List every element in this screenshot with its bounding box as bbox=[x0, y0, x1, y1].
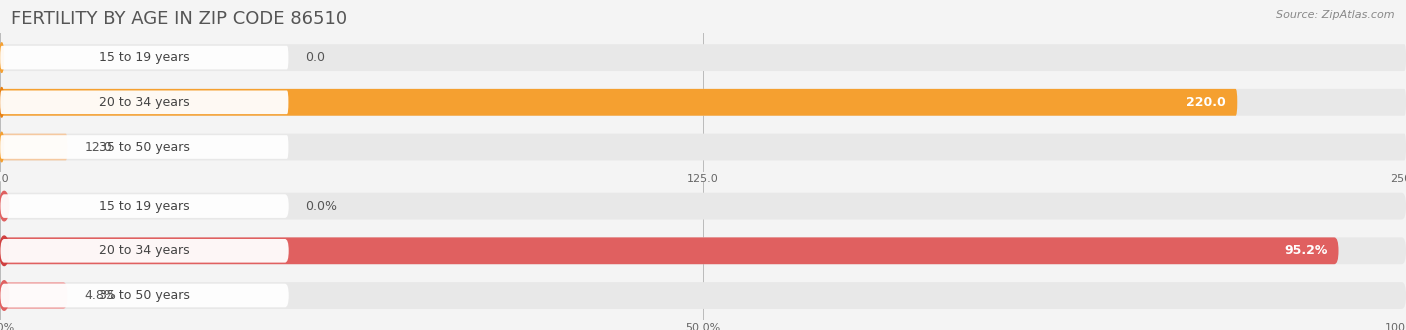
Text: Source: ZipAtlas.com: Source: ZipAtlas.com bbox=[1277, 10, 1395, 20]
FancyBboxPatch shape bbox=[0, 237, 1339, 264]
Text: 95.2%: 95.2% bbox=[1284, 244, 1327, 257]
Text: 20 to 34 years: 20 to 34 years bbox=[98, 96, 190, 109]
Text: 20 to 34 years: 20 to 34 years bbox=[100, 244, 190, 257]
Circle shape bbox=[0, 236, 8, 266]
FancyBboxPatch shape bbox=[0, 46, 288, 69]
Text: 0.0%: 0.0% bbox=[305, 200, 337, 213]
Text: 4.8%: 4.8% bbox=[84, 289, 117, 302]
FancyBboxPatch shape bbox=[0, 282, 1406, 309]
FancyBboxPatch shape bbox=[0, 282, 67, 309]
Circle shape bbox=[0, 191, 8, 221]
FancyBboxPatch shape bbox=[0, 239, 288, 263]
Circle shape bbox=[0, 132, 4, 162]
FancyBboxPatch shape bbox=[0, 44, 1406, 71]
Text: 15 to 19 years: 15 to 19 years bbox=[100, 200, 190, 213]
Text: FERTILITY BY AGE IN ZIP CODE 86510: FERTILITY BY AGE IN ZIP CODE 86510 bbox=[11, 10, 347, 28]
FancyBboxPatch shape bbox=[0, 237, 1406, 264]
Circle shape bbox=[0, 43, 4, 72]
FancyBboxPatch shape bbox=[0, 134, 1406, 160]
Text: 15 to 19 years: 15 to 19 years bbox=[98, 51, 190, 64]
FancyBboxPatch shape bbox=[0, 134, 67, 160]
FancyBboxPatch shape bbox=[0, 89, 1406, 116]
FancyBboxPatch shape bbox=[0, 193, 1406, 219]
FancyBboxPatch shape bbox=[0, 90, 288, 114]
Text: 35 to 50 years: 35 to 50 years bbox=[100, 289, 190, 302]
Circle shape bbox=[0, 281, 8, 310]
FancyBboxPatch shape bbox=[0, 284, 288, 307]
FancyBboxPatch shape bbox=[0, 89, 1237, 116]
FancyBboxPatch shape bbox=[0, 194, 288, 218]
Text: 220.0: 220.0 bbox=[1187, 96, 1226, 109]
Text: 35 to 50 years: 35 to 50 years bbox=[98, 141, 190, 153]
Circle shape bbox=[0, 87, 4, 117]
FancyBboxPatch shape bbox=[0, 135, 288, 159]
Text: 12.0: 12.0 bbox=[84, 141, 112, 153]
Text: 0.0: 0.0 bbox=[305, 51, 325, 64]
